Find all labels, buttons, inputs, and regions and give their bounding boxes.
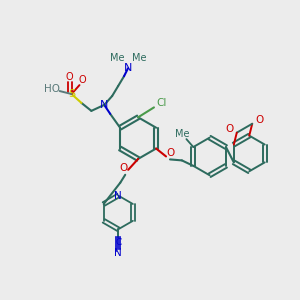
Text: Me: Me xyxy=(132,53,146,63)
Text: N: N xyxy=(100,100,108,110)
Text: O: O xyxy=(167,148,175,158)
Text: Me: Me xyxy=(110,53,124,63)
Text: O: O xyxy=(226,124,234,134)
Text: HO: HO xyxy=(44,84,60,94)
Text: N: N xyxy=(114,190,122,201)
Text: Me: Me xyxy=(175,129,190,139)
Text: O: O xyxy=(255,115,263,125)
Text: C: C xyxy=(115,238,122,247)
Text: N: N xyxy=(114,248,122,258)
Text: O: O xyxy=(66,72,74,82)
Text: N: N xyxy=(124,63,132,73)
Text: O: O xyxy=(79,75,86,85)
Text: Cl: Cl xyxy=(157,98,167,108)
Text: O: O xyxy=(119,163,128,173)
Text: S: S xyxy=(68,89,75,99)
